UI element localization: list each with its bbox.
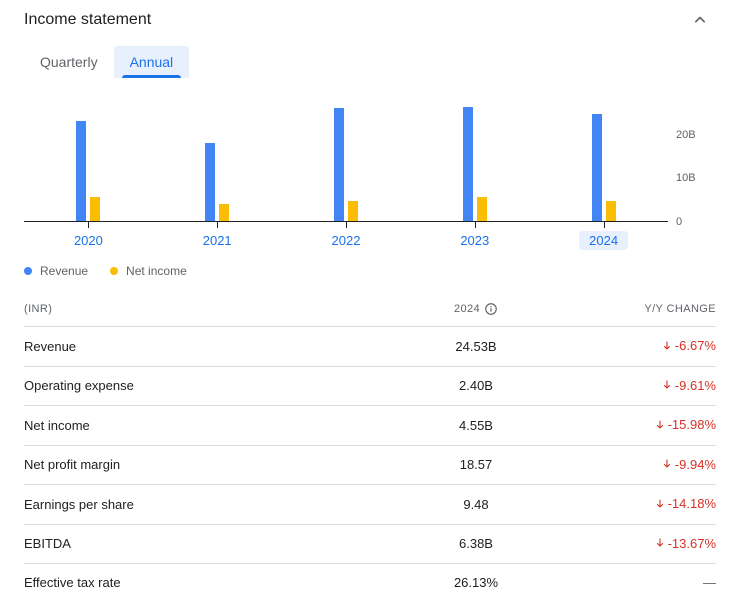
arrow-down-icon [661,379,673,391]
arrow-down-icon [661,458,673,470]
y-axis-label: 10B [676,172,716,184]
section-header: Income statement [24,0,716,46]
table-row: Net profit margin18.57-9.94% [24,445,716,485]
metric-label: Effective tax rate [24,575,396,590]
bar-net-income[interactable] [606,201,616,221]
arrow-down-icon [661,340,673,352]
info-icon[interactable] [484,302,498,316]
arrow-down-icon [654,419,666,431]
table-row: EBITDA6.38B-13.67% [24,524,716,564]
bar-net-income[interactable] [90,197,100,221]
table-header-currency: (INR) [24,303,396,315]
metric-change: -15.98% [556,417,716,434]
section-title: Income statement [24,11,151,29]
x-tick [475,221,476,228]
metric-change: -9.94% [556,457,716,474]
x-tick [217,221,218,228]
table-row: Earnings per share9.48-14.18% [24,484,716,524]
metric-value: 24.53B [396,339,556,354]
table-row: Effective tax rate26.13%— [24,563,716,601]
bar-net-income[interactable] [219,204,229,221]
legend-label-net-income: Net income [126,264,187,278]
bar-revenue[interactable] [76,121,86,221]
y-axis-label: 0 [676,216,716,228]
arrow-down-icon [654,537,666,549]
legend-dot-net-income [110,267,118,275]
metric-label: Earnings per share [24,497,396,512]
table-row: Operating expense2.40B-9.61% [24,366,716,406]
legend-dot-revenue [24,267,32,275]
metric-change: -14.18% [556,496,716,513]
metric-label: EBITDA [24,536,396,551]
bar-group [592,114,616,221]
x-axis-label[interactable]: 2021 [193,231,242,250]
metric-change: -9.61% [556,378,716,395]
table-header-change: Y/Y CHANGE [556,303,716,315]
collapse-button[interactable] [684,4,716,36]
bar-revenue[interactable] [463,107,473,221]
bar-net-income[interactable] [348,201,358,221]
tab-quarterly[interactable]: Quarterly [24,46,114,78]
legend-item-revenue: Revenue [24,264,88,278]
table-header-row: (INR) 2024 Y/Y CHANGE [24,292,716,326]
bar-group [76,121,100,221]
x-axis-label[interactable]: 2020 [64,231,113,250]
chart-legend: Revenue Net income [24,264,716,278]
bar-group [463,107,487,221]
metric-change: -6.67% [556,338,716,355]
x-axis-label[interactable]: 2024 [579,231,628,250]
metric-value: 2.40B [396,378,556,393]
x-tick [346,221,347,228]
metric-value: 4.55B [396,418,556,433]
bar-group [334,108,358,221]
x-axis-label[interactable]: 2023 [450,231,499,250]
metric-value: 9.48 [396,497,556,512]
x-axis-labels: 2020 2021 2022 2023 2024 [24,231,668,250]
metric-value: 18.57 [396,457,556,472]
tab-annual[interactable]: Annual [114,46,190,78]
metric-value: 6.38B [396,536,556,551]
legend-label-revenue: Revenue [40,264,88,278]
table-row: Net income4.55B-15.98% [24,405,716,445]
bar-revenue[interactable] [334,108,344,221]
metric-label: Net income [24,418,396,433]
bar-groups [24,100,668,221]
chevron-up-icon [690,10,710,30]
bar-net-income[interactable] [477,197,487,221]
table-row: Revenue24.53B-6.67% [24,326,716,366]
metric-label: Revenue [24,339,396,354]
x-tick [604,221,605,228]
table-header-year: 2024 [396,302,556,316]
bar-revenue[interactable] [592,114,602,221]
chart-plot-area [24,100,668,222]
x-tick [88,221,89,228]
table-body: Revenue24.53B-6.67%Operating expense2.40… [24,326,716,601]
arrow-down-icon [654,498,666,510]
bar-chart: 2020 2021 2022 2023 2024 0 10B 20B [24,100,716,250]
income-statement-panel: Income statement Quarterly Annual 202020… [0,0,740,601]
metric-label: Operating expense [24,378,396,393]
bar-revenue[interactable] [205,143,215,221]
y-axis-label: 20B [676,129,716,141]
bar-group [205,143,229,221]
period-tabs: Quarterly Annual [24,46,716,78]
metric-value: 26.13% [396,575,556,590]
legend-item-net-income: Net income [110,264,187,278]
x-axis-label[interactable]: 2022 [322,231,371,250]
metric-change: -13.67% [556,536,716,553]
metric-change: — [556,575,716,590]
metric-label: Net profit margin [24,457,396,472]
